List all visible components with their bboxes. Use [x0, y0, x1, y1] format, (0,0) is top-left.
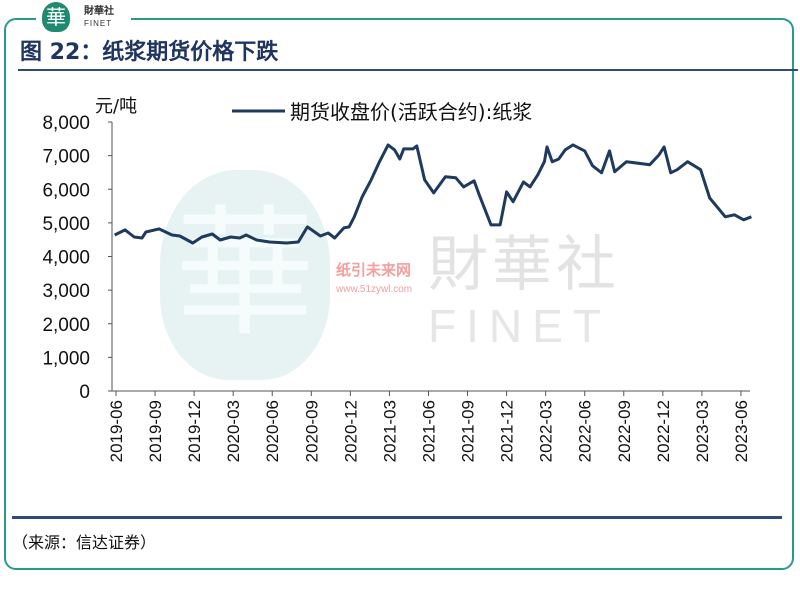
y-tick-label: 3,000: [42, 281, 90, 302]
x-tick-label: 2022-09: [615, 400, 634, 462]
y-tick-label: 4,000: [42, 248, 90, 269]
logo-text-en: FINET: [84, 19, 113, 28]
x-tick-label: 2023-03: [693, 400, 712, 462]
series-line: [114, 143, 752, 245]
y-tick-label: 7,000: [42, 147, 90, 168]
logo-text-cn: 財華社: [84, 6, 114, 17]
x-tick-label: 2022-12: [654, 400, 673, 462]
watermark-site: 纸引未来网: [336, 262, 412, 279]
source-note: （来源：信达证券）: [12, 533, 157, 552]
x-tick-label: 2020-09: [302, 400, 321, 462]
y-tick-label: 5,000: [42, 214, 90, 235]
y-tick-label: 2,000: [42, 315, 90, 336]
watermark-url: www.51zywl.com: [336, 284, 413, 295]
x-tick-label: 2022-03: [537, 400, 556, 462]
watermark-cn: 財華社: [428, 231, 620, 298]
source-divider: [12, 516, 782, 519]
x-tick-label: 2021-12: [498, 400, 517, 462]
x-tick-label: 2023-06: [732, 400, 751, 462]
x-tick-label: 2020-03: [224, 400, 243, 462]
x-tick-label: 2021-06: [419, 400, 438, 462]
y-tick-label: 6,000: [42, 180, 90, 201]
figure-title: 图 22：纸浆期货价格下跌: [20, 40, 279, 65]
x-tick-label: 2020-12: [341, 400, 360, 462]
legend-label: 期货收盘价(活跃合约):纸浆: [290, 100, 532, 124]
x-tick-label: 2019-06: [107, 400, 126, 462]
watermark-en: FINET: [428, 300, 611, 352]
finet-logo-icon: 華: [42, 2, 70, 32]
x-tick-label: 2019-09: [146, 400, 165, 462]
title-divider: [18, 69, 798, 71]
y-tick-label: 0: [79, 382, 90, 403]
y-tick-label: 8,000: [42, 113, 90, 134]
x-tick-label: 2021-03: [380, 400, 399, 462]
x-tick-label: 2019-12: [185, 400, 204, 462]
y-tick-label: 1,000: [42, 348, 90, 369]
x-tick-label: 2022-06: [576, 400, 595, 462]
watermark-seal: 華: [160, 170, 330, 380]
y-axis-label: 元/吨: [95, 96, 137, 117]
figure-frame: [4, 18, 794, 570]
x-tick-label: 2021-09: [459, 400, 478, 462]
x-tick-label: 2020-06: [263, 400, 282, 462]
